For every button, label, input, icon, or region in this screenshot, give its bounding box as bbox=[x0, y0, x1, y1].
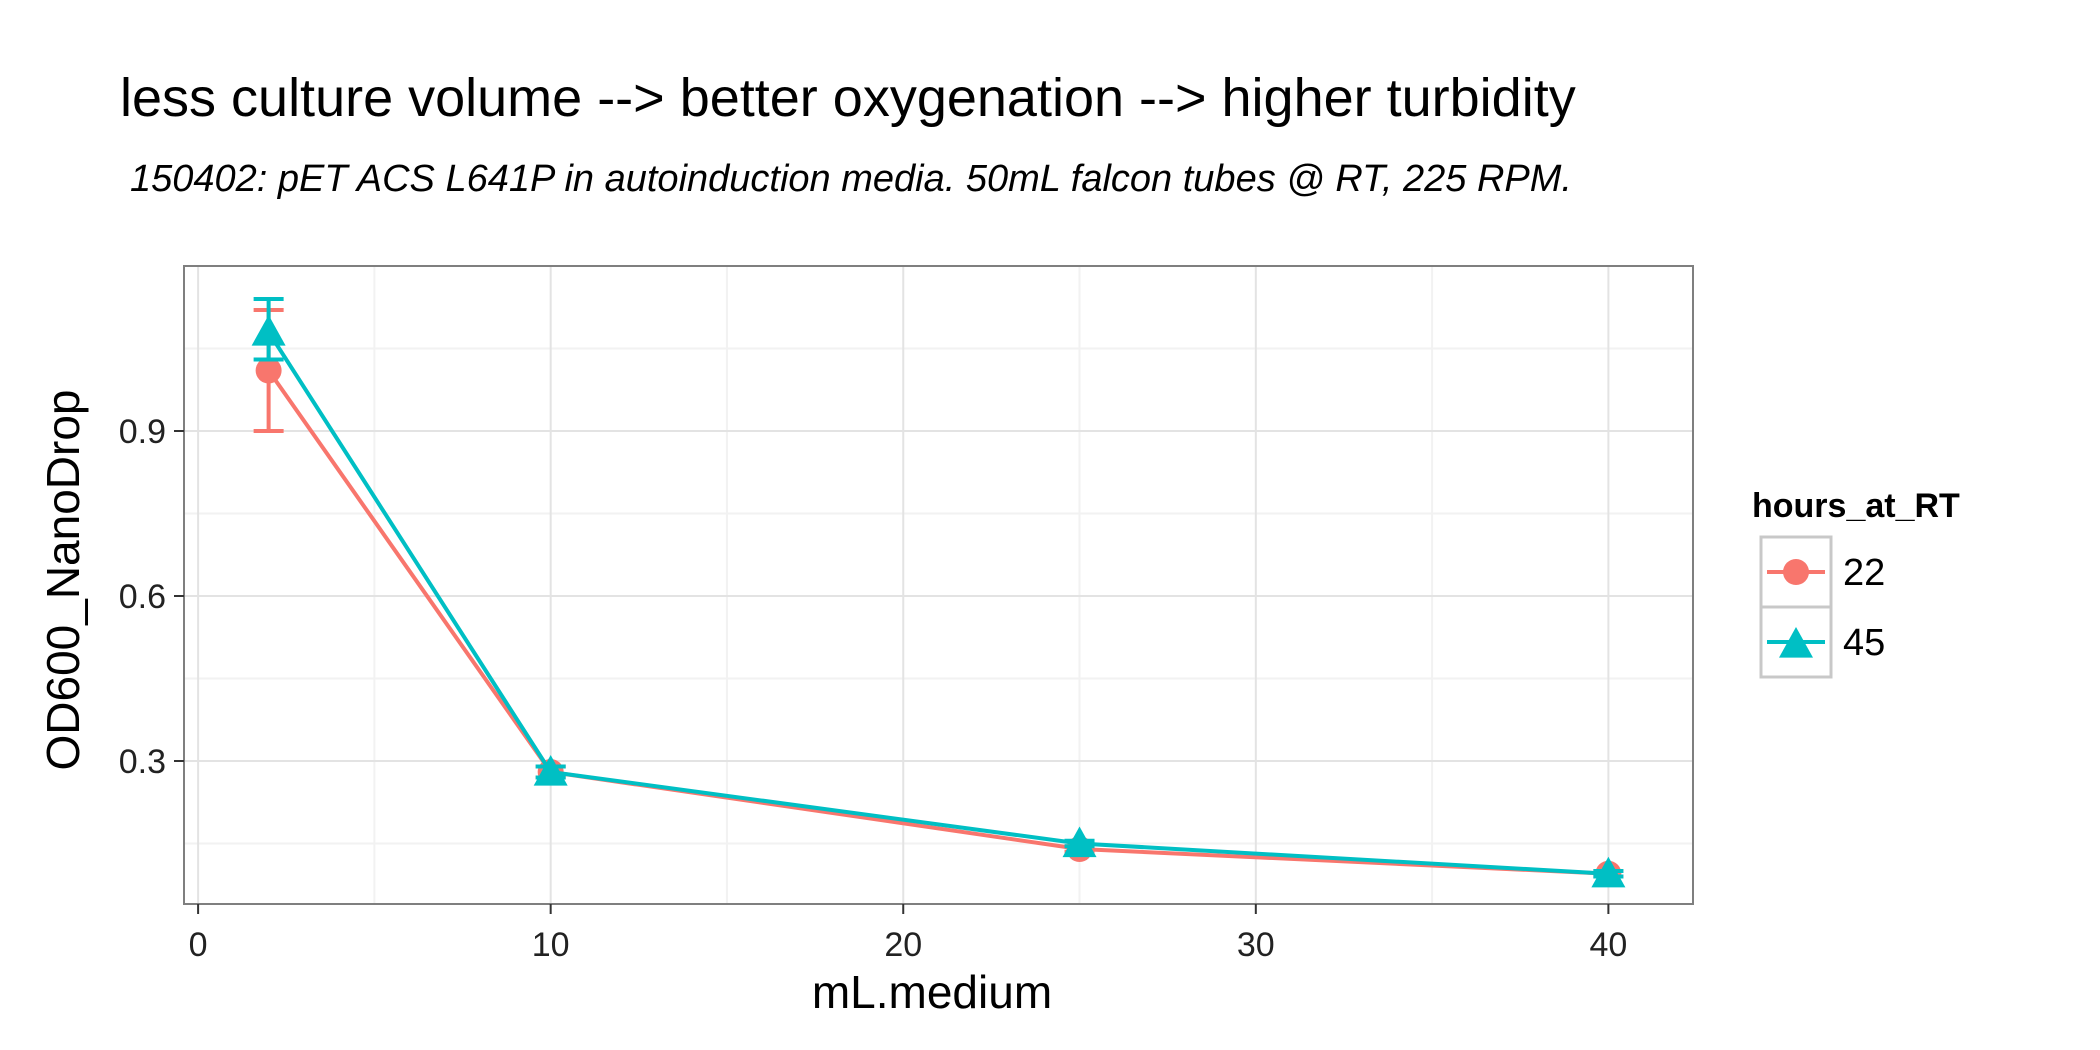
x-tick-label: 30 bbox=[1237, 926, 1275, 964]
data-point bbox=[255, 357, 282, 384]
series-line bbox=[266, 330, 1609, 876]
series-line bbox=[266, 369, 1609, 876]
chart-subtitle: 150402: pET ACS L641P in autoinduction m… bbox=[130, 158, 1572, 200]
plot-background bbox=[184, 266, 1693, 904]
legend-item-22: 22 bbox=[1759, 535, 1885, 609]
y-tick-label: 0.3 bbox=[119, 743, 166, 781]
x-tick-label: 40 bbox=[1589, 926, 1627, 964]
y-tick-label: 0.6 bbox=[119, 578, 166, 616]
series-45 bbox=[251, 297, 1626, 888]
series-layer bbox=[251, 297, 1626, 888]
plot-border bbox=[183, 265, 1694, 905]
legend-key-marker bbox=[1783, 559, 1809, 585]
data-point bbox=[251, 315, 286, 346]
plot-area bbox=[183, 265, 1694, 905]
data-point bbox=[1062, 826, 1097, 858]
x-tick-label: 10 bbox=[532, 926, 570, 964]
x-axis: 0 10 20 30 40 bbox=[189, 904, 1627, 964]
y-tick-label: 0.9 bbox=[119, 413, 166, 451]
legend-label: 22 bbox=[1843, 552, 1885, 594]
x-tick-label: 0 bbox=[189, 926, 208, 964]
data-point bbox=[1591, 856, 1626, 888]
y-axis-title: OD600_NanoDrop bbox=[37, 389, 89, 770]
y-axis: 0.3 0.6 0.9 bbox=[119, 413, 184, 781]
legend-label: 45 bbox=[1843, 622, 1885, 664]
x-tick-label: 20 bbox=[884, 926, 922, 964]
legend-title: hours_at_RT bbox=[1752, 487, 1960, 525]
legend-key-marker bbox=[1779, 627, 1813, 658]
x-axis-title: mL.medium bbox=[812, 966, 1052, 1018]
chart-title: less culture volume --> better oxygenati… bbox=[120, 68, 1576, 128]
legend: hours_at_RT 22 45 bbox=[1752, 487, 1960, 679]
data-point bbox=[533, 755, 568, 786]
legend-item-45: 45 bbox=[1759, 605, 1885, 679]
